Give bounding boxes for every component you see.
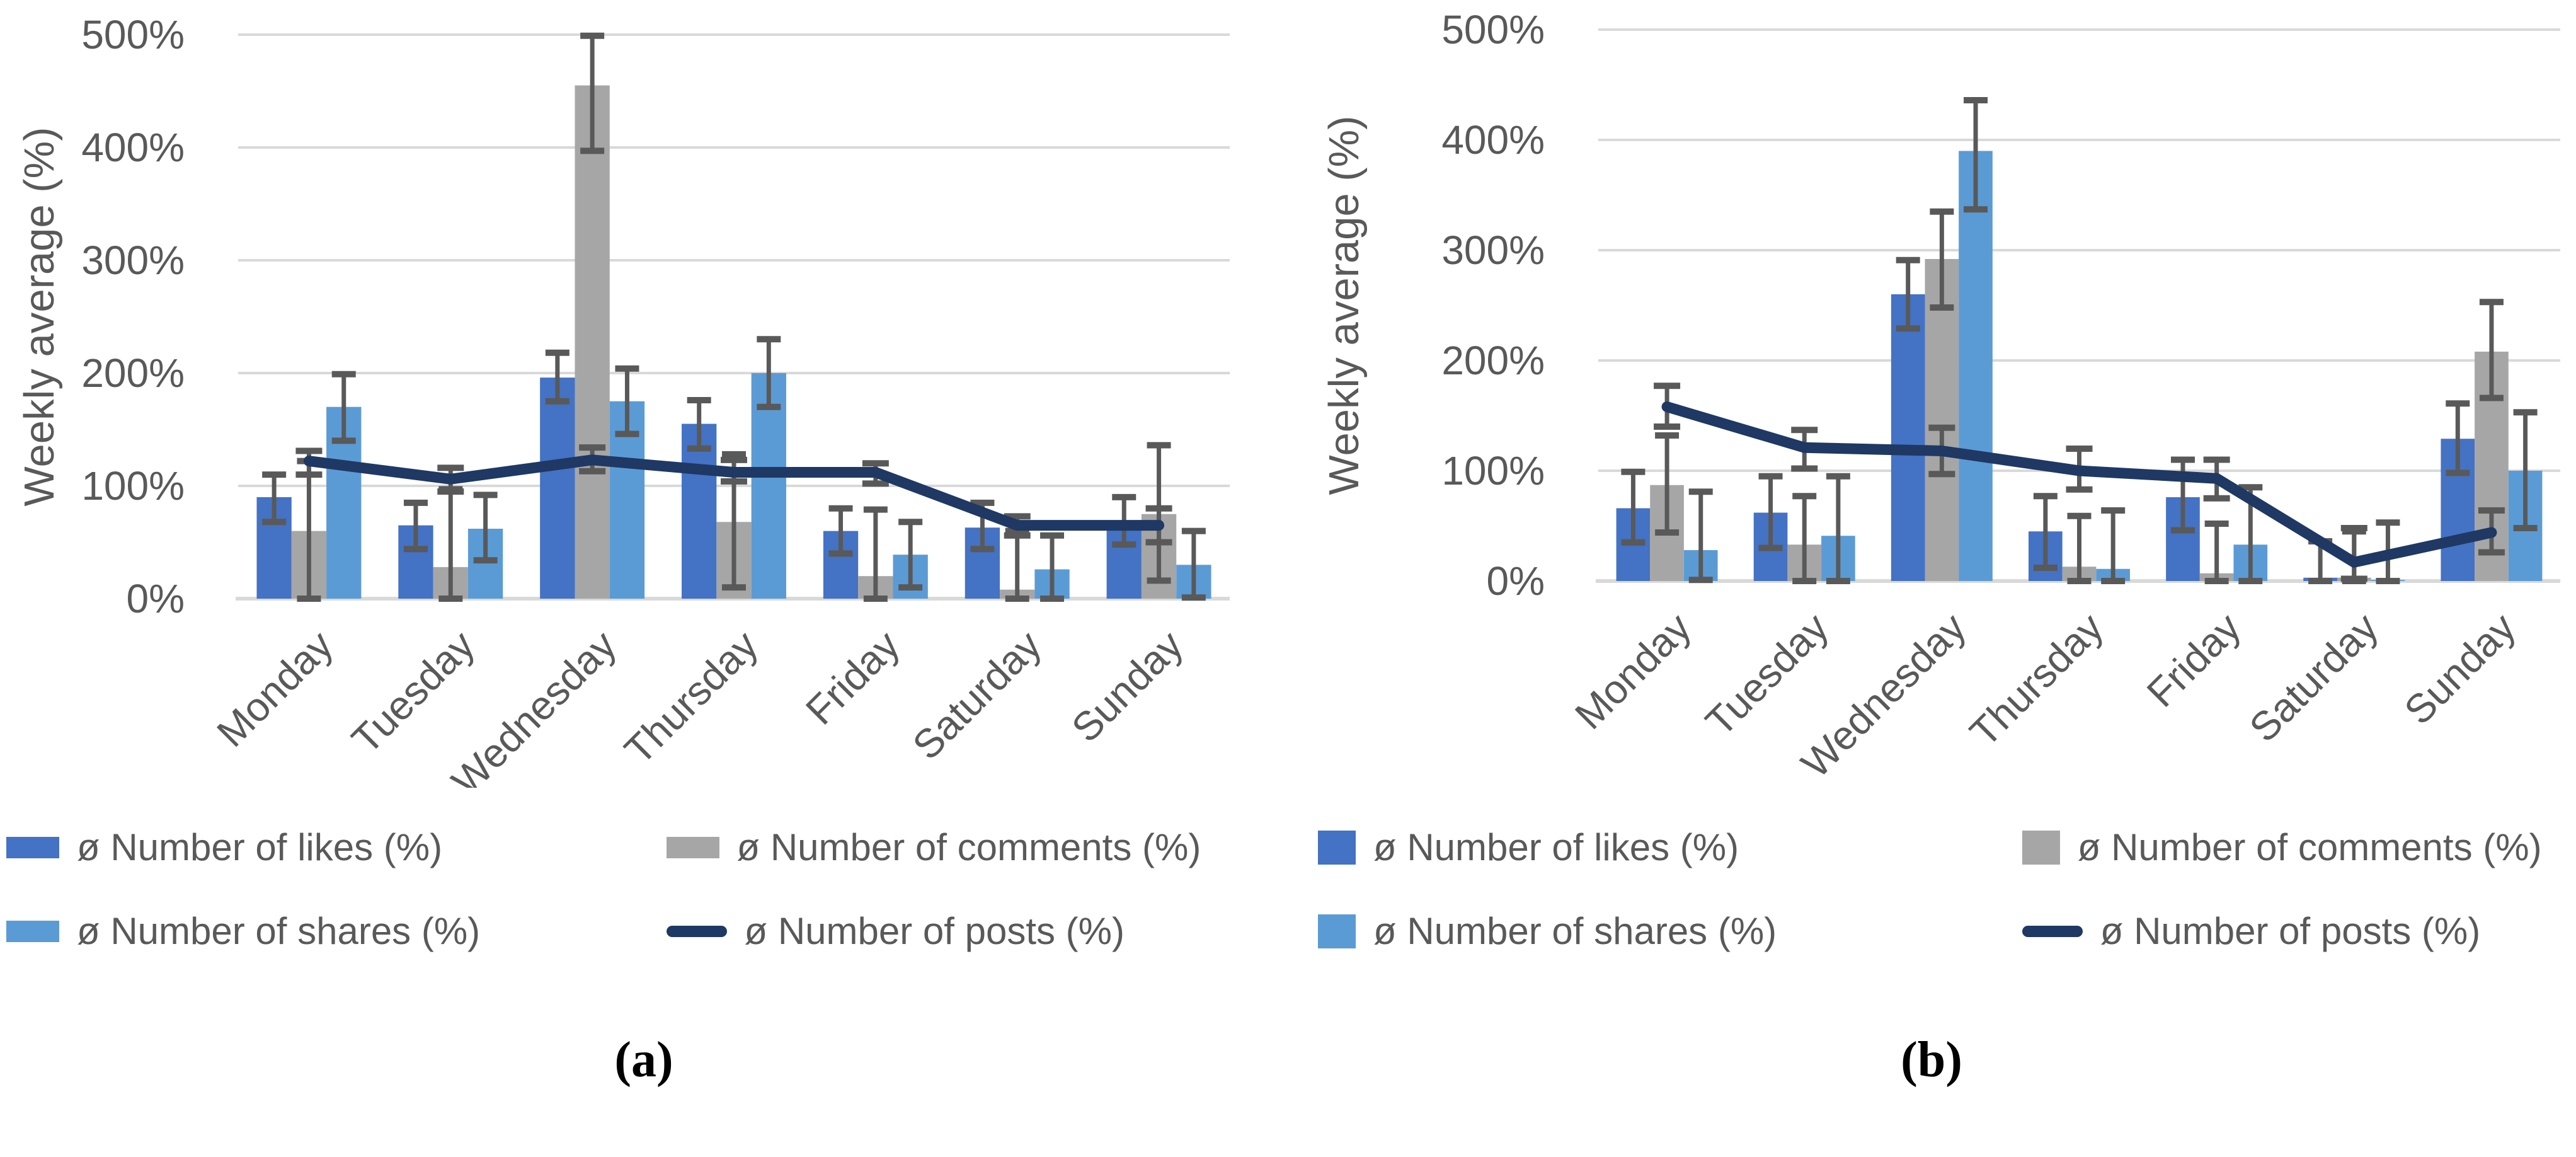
chart-b-legend: ø Number of likes (%) ø Number of comment… [1318,826,2575,953]
legend-label-comments: ø Number of comments (%) [736,826,1201,868]
legend-line-posts-icon [666,925,727,937]
legend-item-likes: ø Number of likes (%) [6,826,667,869]
y-tick-label: 500% [1441,7,1545,52]
chart-a-legend: ø Number of likes (%) ø Number of comment… [6,826,1288,953]
x-tick-label-saturday: Saturday [904,622,1050,768]
y-tick-label: 400% [1441,117,1545,163]
x-tick-label-saturday: Saturday [2241,604,2387,751]
legend-item-shares: ø Number of shares (%) [1318,909,2022,953]
gridlines [1596,28,2560,583]
y-tick-label: 0% [127,576,185,621]
y-axis-tick-labels: 0% 100% 200% 300% 400% 500% [1441,7,1545,604]
x-tick-label-monday: Monday [1566,604,1700,738]
x-tick-label-tuesday: Tuesday [1697,604,1837,745]
y-tick-label: 100% [81,463,185,509]
charts-row: 0% 100% 200% 300% 400% 500% Weekly average (%)… [0,0,2575,1089]
bar-shares-wednesday [1959,151,1993,581]
legend-swatch-shares-icon [1318,914,1356,948]
legend-item-comments: ø Number of comments (%) [666,826,1288,869]
legend-label-likes: ø Number of likes (%) [1373,826,1739,868]
legend-label-shares: ø Number of shares (%) [1373,910,1777,952]
chart-a-caption: (a) [614,1032,673,1088]
x-tick-label-thursday: Thursday [1961,604,2112,756]
bars-comments [1650,259,2509,581]
bar-shares-thursday [751,373,786,599]
bar-error-bars [1621,97,2538,584]
chart-panel-a: 0% 100% 200% 300% 400% 500% Weekly average (%)… [0,0,1288,1089]
bar-likes-thursday [682,423,717,599]
x-tick-label-monday: Monday [208,622,341,756]
x-tick-label-friday: Friday [797,622,908,734]
legend-item-comments: ø Number of comments (%) [2022,826,2575,869]
bar-comments-wednesday [575,85,610,599]
x-tick-label-thursday: Thursday [615,622,767,773]
posts-line [1661,401,2497,568]
legend-item-posts: ø Number of posts (%) [2022,909,2575,953]
x-tick-label-tuesday: Tuesday [343,622,483,763]
x-tick-label-sunday: Sunday [1063,622,1191,751]
legend-label-comments: ø Number of comments (%) [2077,826,2542,868]
y-axis-title: Weekly average (%) [16,127,63,507]
y-tick-label: 100% [1441,448,1545,493]
x-tick-label-sunday: Sunday [2395,604,2524,733]
legend-label-posts: ø Number of posts (%) [744,910,1125,952]
y-tick-label: 400% [81,125,185,170]
legend-swatch-shares-icon [6,920,59,942]
bar-line-chart-b: 0% 100% 200% 300% 400% 500% Weekly average (%)… [1320,7,2560,786]
y-tick-label: 500% [81,12,185,57]
legend-label-posts: ø Number of posts (%) [2100,910,2481,952]
posts-line [303,454,1165,531]
line-error-bars [1654,383,2505,582]
legend-swatch-likes-icon [1318,830,1356,865]
x-tick-label-friday: Friday [2138,604,2250,716]
legend-label-likes: ø Number of likes (%) [77,826,443,868]
y-tick-label: 200% [1441,338,1545,383]
y-tick-label: 0% [1487,558,1545,604]
chart-b-caption: (b) [1901,1032,1962,1088]
bars-likes [256,377,1142,599]
y-tick-label: 300% [81,238,185,283]
bar-likes-wednesday [1891,294,1925,581]
legend-swatch-comments-icon [2022,830,2060,865]
y-tick-label: 200% [81,350,185,396]
legend-line-posts-icon [2022,925,2083,937]
bar-comments-wednesday [1925,259,1959,581]
legend-item-likes: ø Number of likes (%) [1318,826,2022,869]
legend-item-posts: ø Number of posts (%) [666,909,1288,953]
legend-label-shares: ø Number of shares (%) [77,910,481,952]
line-error-bars [295,444,1172,546]
bar-line-chart-a: 0% 100% 200% 300% 400% 500% Weekly average (%)… [16,12,1230,788]
bar-likes-wednesday [540,377,575,599]
y-axis-title: Weekly average (%) [1320,116,1368,495]
chart-panel-b: 0% 100% 200% 300% 400% 500% Weekly average (%)… [1288,0,2575,1089]
legend-item-shares: ø Number of shares (%) [6,909,667,953]
legend-swatch-likes-icon [6,836,59,858]
bar-error-bars [262,32,1206,602]
y-axis-tick-labels: 0% 100% 200% 300% 400% 500% [81,12,185,621]
legend-swatch-comments-icon [666,836,719,858]
y-tick-label: 300% [1441,227,1545,273]
